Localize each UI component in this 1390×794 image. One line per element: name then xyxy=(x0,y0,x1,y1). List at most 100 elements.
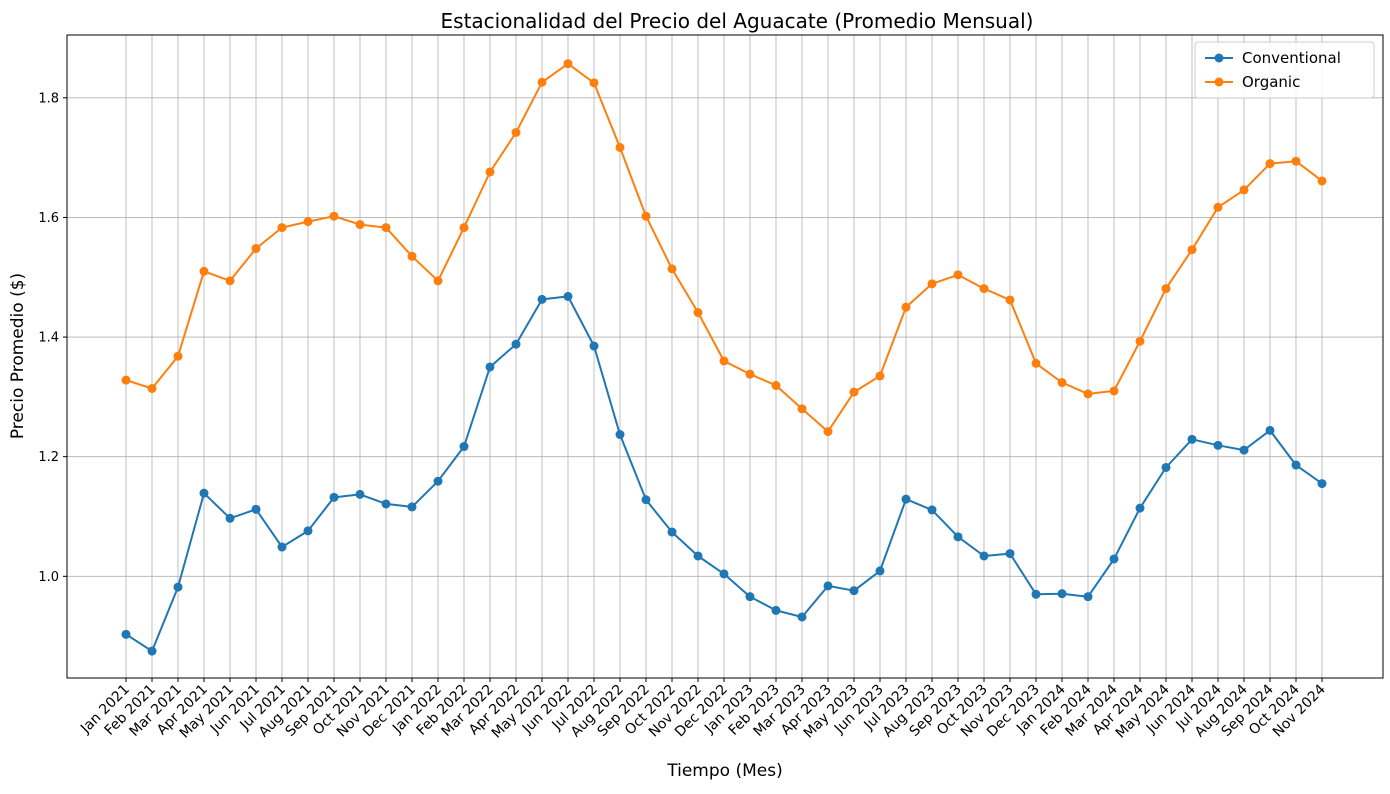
data-point-conventional xyxy=(823,581,833,591)
data-point-organic xyxy=(719,356,729,366)
data-point-conventional xyxy=(251,504,261,514)
plot-frame xyxy=(66,34,1384,679)
data-point-organic xyxy=(953,270,963,280)
data-point-conventional xyxy=(563,291,573,301)
y-tick-label: 1.8 xyxy=(38,91,59,106)
data-point-organic xyxy=(615,142,625,152)
data-point-organic xyxy=(1239,185,1249,195)
legend: Conventional Organic xyxy=(1194,41,1375,99)
data-point-conventional xyxy=(511,339,521,349)
data-point-conventional xyxy=(277,542,287,552)
data-point-organic xyxy=(511,127,521,137)
data-point-organic xyxy=(875,371,885,381)
data-point-organic xyxy=(589,78,599,88)
data-point-conventional xyxy=(1291,460,1301,470)
data-point-conventional xyxy=(1213,440,1223,450)
data-point-conventional xyxy=(459,442,469,452)
data-point-conventional xyxy=(537,294,547,304)
data-point-organic xyxy=(251,244,261,254)
y-tick-label: 1.2 xyxy=(38,450,59,465)
data-point-organic xyxy=(823,427,833,437)
data-point-conventional xyxy=(1161,462,1171,472)
data-point-conventional xyxy=(589,341,599,351)
data-point-organic xyxy=(927,279,937,289)
data-point-organic xyxy=(563,59,573,69)
data-point-organic xyxy=(277,223,287,233)
data-point-conventional xyxy=(433,476,443,486)
data-point-organic xyxy=(901,302,911,312)
data-point-organic xyxy=(303,217,313,227)
data-point-organic xyxy=(459,223,469,233)
data-point-organic xyxy=(485,167,495,177)
data-point-organic xyxy=(407,251,417,261)
data-point-organic xyxy=(1083,389,1093,399)
y-axis: 1.0 1.2 1.4 1.6 1.8 xyxy=(38,91,67,585)
chart-title: Estacionalidad del Precio del Aguacate (… xyxy=(441,9,1034,33)
data-point-conventional xyxy=(355,489,365,499)
data-point-conventional xyxy=(1031,589,1041,599)
data-point-organic xyxy=(121,375,131,385)
data-point-organic xyxy=(381,223,391,233)
data-point-organic xyxy=(1317,176,1327,186)
data-point-organic xyxy=(225,276,235,286)
data-point-organic xyxy=(1265,159,1275,169)
data-point-organic xyxy=(147,384,157,394)
data-point-conventional xyxy=(979,551,989,561)
data-point-organic xyxy=(1005,295,1015,305)
data-point-organic xyxy=(1135,336,1145,346)
data-point-organic xyxy=(745,369,755,379)
data-point-organic xyxy=(849,387,859,397)
data-point-organic xyxy=(979,284,989,294)
data-point-conventional xyxy=(953,532,963,542)
data-point-conventional xyxy=(147,646,157,656)
data-point-conventional xyxy=(1057,589,1067,599)
data-point-conventional xyxy=(1317,479,1327,489)
data-point-organic xyxy=(641,211,651,221)
data-point-conventional xyxy=(771,605,781,615)
data-point-conventional xyxy=(381,499,391,509)
legend-label-conventional: Conventional xyxy=(1242,49,1341,67)
data-point-organic xyxy=(1187,245,1197,255)
data-point-conventional xyxy=(407,502,417,512)
data-point-conventional xyxy=(199,488,209,498)
data-point-organic xyxy=(1057,378,1067,388)
data-point-conventional xyxy=(667,527,677,537)
data-point-conventional xyxy=(1265,425,1275,435)
data-point-conventional xyxy=(1239,445,1249,455)
y-tick-label: 1.6 xyxy=(38,211,59,226)
data-point-organic xyxy=(173,351,183,361)
data-point-conventional xyxy=(693,551,703,561)
data-point-conventional xyxy=(797,612,807,622)
data-point-conventional xyxy=(121,629,131,639)
data-point-conventional xyxy=(849,586,859,596)
data-point-organic xyxy=(771,381,781,391)
y-tick-label: 1.0 xyxy=(38,570,59,585)
data-point-conventional xyxy=(615,430,625,440)
legend-box xyxy=(1194,41,1375,99)
series-layer xyxy=(121,59,1327,656)
data-point-organic xyxy=(667,264,677,274)
data-point-organic xyxy=(537,77,547,87)
data-point-organic xyxy=(1213,202,1223,212)
data-point-organic xyxy=(1291,156,1301,166)
data-point-conventional xyxy=(225,513,235,523)
data-point-organic xyxy=(797,404,807,414)
data-point-organic xyxy=(199,266,209,276)
data-point-organic xyxy=(329,211,339,221)
data-point-organic xyxy=(1161,284,1171,294)
data-point-conventional xyxy=(875,566,885,576)
legend-marker-organic xyxy=(1214,77,1224,87)
data-point-organic xyxy=(1109,386,1119,396)
y-axis-label: Precio Promedio ($) xyxy=(8,273,28,439)
grid xyxy=(67,35,1383,678)
x-axis-label: Tiempo (Mes) xyxy=(666,761,782,781)
data-point-conventional xyxy=(1187,434,1197,444)
legend-label-organic: Organic xyxy=(1242,73,1300,91)
data-point-conventional xyxy=(1109,554,1119,564)
data-point-conventional xyxy=(719,569,729,579)
data-point-organic xyxy=(355,220,365,230)
data-point-conventional xyxy=(173,582,183,592)
